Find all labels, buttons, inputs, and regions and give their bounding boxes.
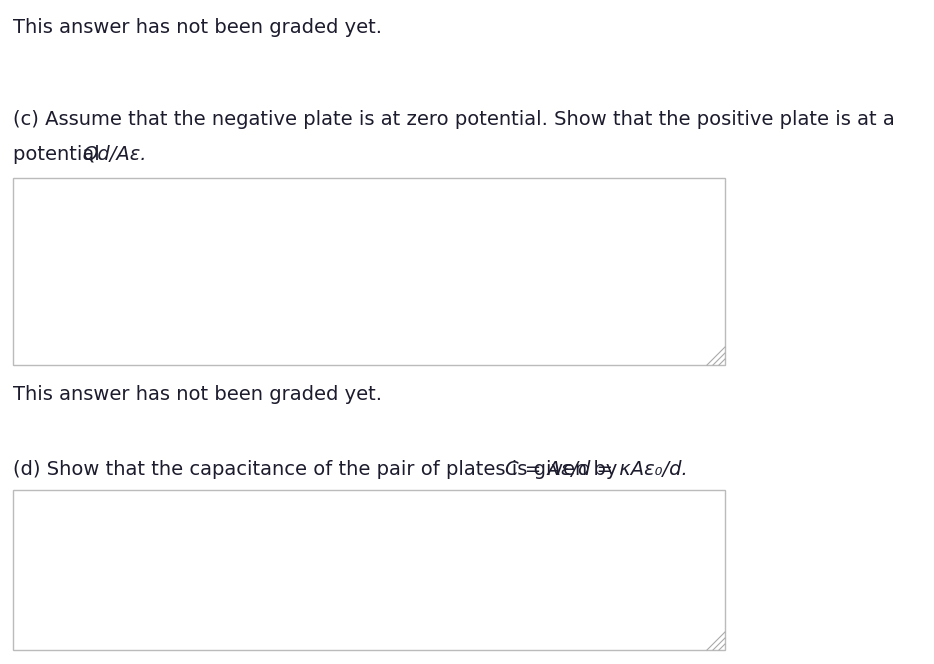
Text: C = Aε/d = κAε₀/d.: C = Aε/d = κAε₀/d. bbox=[505, 460, 687, 479]
Text: (d) Show that the capacitance of the pair of plates is given by: (d) Show that the capacitance of the pai… bbox=[13, 460, 624, 479]
Text: This answer has not been graded yet.: This answer has not been graded yet. bbox=[13, 18, 382, 37]
Text: potential: potential bbox=[13, 145, 106, 164]
Text: This answer has not been graded yet.: This answer has not been graded yet. bbox=[13, 385, 382, 404]
Bar bbox=[13, 178, 725, 365]
Text: Qd/Aε.: Qd/Aε. bbox=[82, 145, 147, 164]
Bar bbox=[13, 490, 725, 650]
Text: (c) Assume that the negative plate is at zero potential. Show that the positive : (c) Assume that the negative plate is at… bbox=[13, 110, 895, 129]
